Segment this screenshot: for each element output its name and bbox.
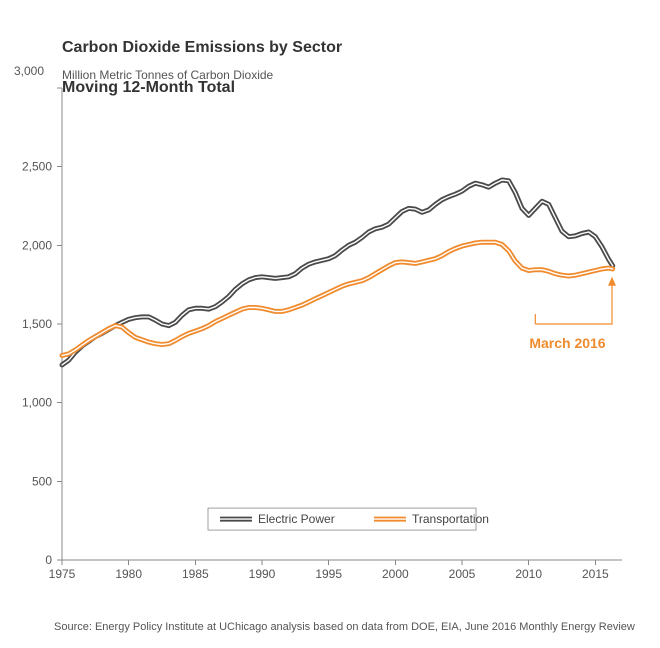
x-tick-label: 2000: [382, 567, 409, 581]
x-tick-label: 1995: [315, 567, 342, 581]
legend-label: Electric Power: [258, 512, 335, 526]
callout-arrowhead: [608, 277, 616, 286]
y-tick-label: 0: [45, 553, 52, 567]
x-tick-label: 2015: [582, 567, 609, 581]
y-tick-label: 1,000: [22, 396, 52, 410]
x-tick-label: 2010: [515, 567, 542, 581]
y-tick-label: 2,000: [22, 238, 52, 252]
x-tick-label: 1980: [115, 567, 142, 581]
x-tick-label: 1990: [249, 567, 276, 581]
title-line-1: Carbon Dioxide Emissions by Sector: [62, 39, 342, 56]
legend: Electric Power Transportation: [208, 508, 489, 530]
chart-svg: 05001,0001,5002,0002,5001975198019851990…: [54, 86, 634, 586]
x-tick-label: 2005: [449, 567, 476, 581]
source-text: Source: Energy Policy Institute at UChic…: [54, 620, 638, 634]
y-top-tick-label: 3,000: [14, 64, 44, 78]
callout-march-2016: March 2016: [529, 277, 616, 351]
x-tick-label: 1975: [49, 567, 76, 581]
y-tick-label: 500: [32, 474, 52, 488]
chart-plot: 05001,0001,5002,0002,5001975198019851990…: [54, 86, 634, 586]
y-tick-label: 2,500: [22, 160, 52, 174]
chart-subtitle: Million Metric Tonnes of Carbon Dioxide: [62, 68, 273, 82]
callout-label: March 2016: [529, 335, 605, 351]
legend-label: Transportation: [412, 512, 489, 526]
x-tick-label: 1985: [182, 567, 209, 581]
callout-line: [535, 285, 612, 324]
y-tick-label: 1,500: [22, 317, 52, 331]
